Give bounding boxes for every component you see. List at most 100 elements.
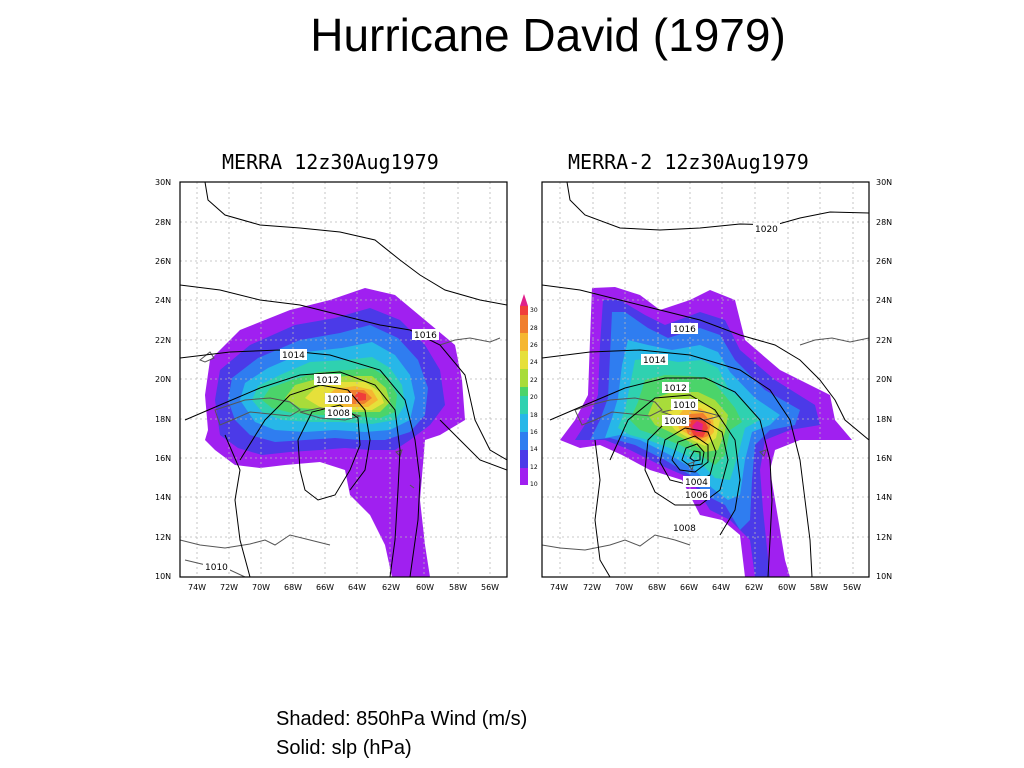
lon-label: 72W [220,583,238,592]
lon-label: 62W [382,583,400,592]
isobar-label: 1006 [685,491,708,501]
lat-label: 24N [155,296,171,305]
merra-map: 1016 1014 1012 1010 1008 1010 30N 28N 26… [155,178,508,592]
colorbar-top-cap [520,294,528,306]
merra-isobars [180,182,507,577]
colorbar: 30 28 26 24 22 20 18 16 14 12 10 [520,294,538,488]
lat-label: 10N [155,572,171,581]
colorbar-label: 18 [530,412,538,419]
lat-label: 12N [155,533,171,542]
lat-label: 20N [155,375,171,384]
lon-label: 66W [316,583,334,592]
colorbar-swatch [520,423,528,432]
isobar-label: 1004 [685,478,708,488]
isobar-label: 1008 [327,409,350,419]
merra2-contour-labels: 1020 1016 1014 1012 1010 1008 1004 1006 … [641,223,780,534]
lon-label: 60W [778,583,796,592]
lat-label: 24N [876,296,892,305]
colorbar-swatch [520,477,528,485]
lat-label: 14N [155,493,171,502]
caption-shaded: Shaded: 850hPa Wind (m/s) [276,708,528,730]
merra2-lon-labels: 74W 72W 70W 68W 66W 64W 62W 60W 58W 56W [550,583,861,592]
isobar-label: 1008 [664,417,687,427]
isobar-label: 1014 [282,351,305,361]
lat-label: 26N [876,257,892,266]
lon-label: 70W [615,583,633,592]
lon-label: 68W [284,583,302,592]
merra-gridlines [180,182,507,577]
lat-label: 12N [876,533,892,542]
merra-lon-labels: 74W 72W 70W 68W 66W 64W 62W 60W 58W 56W [188,583,499,592]
lon-label: 74W [188,583,206,592]
colorbar-label: 26 [530,342,538,349]
colorbar-label: 16 [530,429,538,436]
isobar-label: 1020 [755,225,778,235]
caption: Shaded: 850hPa Wind (m/s) Solid: slp (hP… [276,705,527,763]
merra-frame [179,181,508,578]
merra2-gridlines [542,182,869,577]
merra2-isobars [542,182,869,577]
lon-label: 56W [481,583,499,592]
colorbar-swatch [520,450,528,459]
merra-contour-labels: 1016 1014 1012 1010 1008 1010 [203,329,439,573]
colorbar-label: 24 [530,359,538,366]
slide-title: Hurricane David (1979) [310,9,786,61]
lon-label: 72W [583,583,601,592]
colorbar-label: 12 [530,464,538,471]
lat-label: 16N [876,454,892,463]
isobar-label: 1012 [316,376,339,386]
isobar-label: 1008 [673,524,696,534]
lon-label: 60W [416,583,434,592]
colorbar-swatch [520,315,528,324]
colorbar-swatch [520,405,528,414]
lat-label: 20N [876,375,892,384]
colorbar-swatch [520,351,528,360]
isobar-label: 1010 [673,401,696,411]
colorbar-swatch [520,396,528,405]
lat-label: 28N [876,218,892,227]
colorbar-swatch [520,378,528,387]
colorbar-swatch [520,468,528,477]
lat-label: 22N [876,336,892,345]
lat-label: 18N [876,415,892,424]
colorbar-swatch [520,306,528,315]
colorbar-label: 10 [530,481,538,488]
lon-label: 62W [745,583,763,592]
colorbar-label: 22 [530,377,538,384]
colorbar-swatch [520,333,528,342]
colorbar-swatch [520,414,528,423]
lat-label: 14N [876,493,892,502]
colorbar-label: 28 [530,325,538,332]
lon-label: 66W [680,583,698,592]
lat-label: 28N [155,218,171,227]
merra2-map: 1020 1016 1014 1012 1010 1008 1004 1006 … [541,178,892,592]
lon-label: 70W [252,583,270,592]
merra2-frame [541,181,870,578]
merra2-wind-shading [542,182,869,577]
lat-label: 22N [155,336,171,345]
lat-label: 18N [155,415,171,424]
colorbar-swatch [520,387,528,396]
merra-lat-labels: 30N 28N 26N 24N 22N 20N 18N 16N 14N 12N … [155,178,171,581]
lon-label: 74W [550,583,568,592]
panel-title-merra: MERRA 12z30Aug1979 [222,150,439,174]
isobar-label: 1010 [205,563,228,573]
merra-wind-shading [180,182,507,577]
isobar-label: 1016 [414,331,437,341]
lat-label: 16N [155,454,171,463]
colorbar-swatch [520,441,528,450]
lat-label: 26N [155,257,171,266]
caption-solid: Solid: slp (hPa) [276,737,412,759]
colorbar-label: 20 [530,394,538,401]
colorbar-swatch [520,324,528,333]
lon-label: 58W [810,583,828,592]
lon-label: 68W [648,583,666,592]
lon-label: 64W [712,583,730,592]
panel-title-merra2: MERRA-2 12z30Aug1979 [568,150,809,174]
colorbar-label: 30 [530,307,538,314]
colorbar-swatch [520,432,528,441]
lon-label: 58W [449,583,467,592]
colorbar-swatch [520,360,528,369]
merra2-lat-labels: 30N 28N 26N 24N 22N 20N 18N 16N 14N 12N … [876,178,892,581]
